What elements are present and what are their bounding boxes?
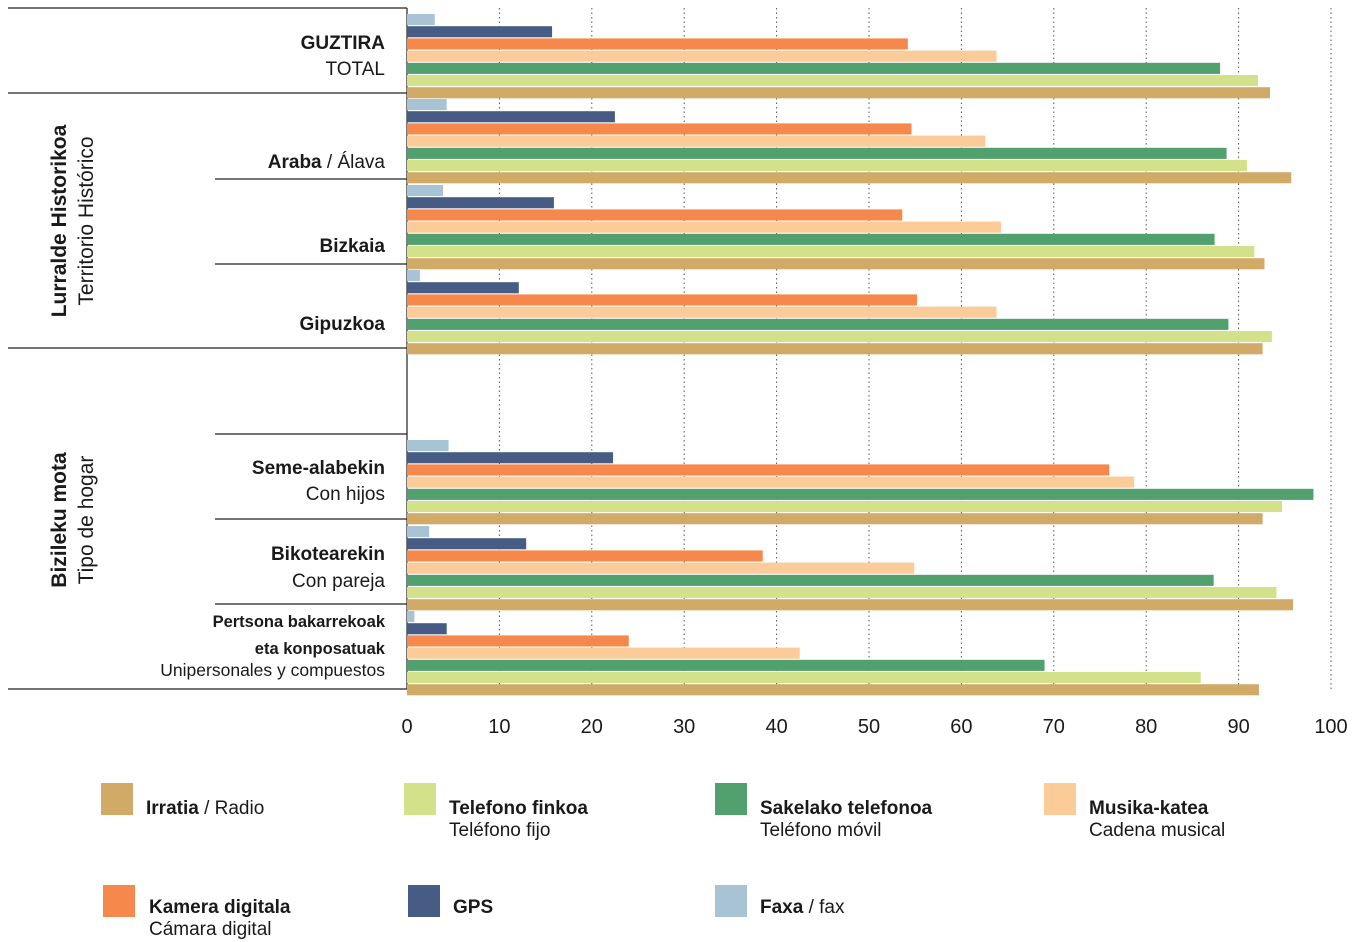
category-label-secondary: Unipersonales y compuestos [160,660,385,680]
bar-irratia-3 [407,343,1263,355]
bar-sakelako-telefonoa-2 [407,233,1215,245]
x-tick-label: 10 [488,716,510,738]
group-sublabel: Tipo de hogar [75,456,98,585]
bar-irratia-1 [407,172,1292,184]
x-tick-label: 60 [950,716,972,738]
x-tick-label: 90 [1227,716,1249,738]
bar-faxa-4 [407,440,449,452]
category-label: Seme-alabekin [252,458,385,479]
category-label-secondary: Con pareja [292,571,385,592]
x-tick-label: 50 [858,716,880,738]
bar-faxa-1 [407,99,447,111]
bar-gps-1 [407,111,615,123]
bar-faxa-2 [407,185,444,197]
bar-kamera-digitala-6 [407,635,629,647]
x-axis-ticks: 0 10 20 30 40 50 60 70 80 90 100 [401,716,1347,738]
bar-telefono-finkoa-3 [407,331,1272,343]
bar-sakelako-telefonoa-4 [407,488,1314,500]
bar-telefono-finkoa-2 [407,246,1255,258]
category-label-bold: Pertsona bakarrekoak [213,613,386,631]
category-label: Bikotearekin [271,544,385,565]
bar-kamera-digitala-4 [407,464,1110,476]
bar-kamera-digitala-0 [407,38,908,50]
category-label: Araba / Álava [268,152,386,173]
x-tick-label: 0 [401,716,412,738]
row-separators [8,7,407,690]
bar-kamera-digitala-1 [407,123,912,135]
category-label-bold: Seme-alabekin [252,458,385,479]
bar-sakelako-telefonoa-3 [407,318,1229,330]
category-label: GUZTIRA [301,33,386,54]
bar-sakelako-telefonoa-5 [407,574,1214,586]
x-tick-label: 70 [1043,716,1065,738]
x-tick-label: 40 [765,716,787,738]
category-label: Pertsona bakarrekoak [213,613,386,631]
bar-musika-katea-4 [407,476,1135,488]
category-label-secondary: Con hijos [306,484,385,505]
category-label-bold: Araba [268,152,322,173]
group-label: Bizileku mota [48,452,71,588]
bar-faxa-6 [407,611,415,623]
bar-musika-katea-6 [407,647,800,659]
bar-musika-katea-0 [407,50,997,62]
bar-faxa-3 [407,270,420,282]
group-sublabel: Territorio Histórico [75,136,98,305]
bar-musika-katea-3 [407,306,997,318]
bar-musika-katea-2 [407,221,1002,233]
bar-kamera-digitala-2 [407,209,903,221]
bar-telefono-finkoa-4 [407,501,1283,513]
bar-sakelako-telefonoa-1 [407,147,1227,159]
category-labels: GUZTIRA TOTAL Araba / Álava Bizkaia Gipuzkoa… [160,33,386,680]
category-label-normal: / Álava [322,152,386,173]
bar-gps-4 [407,452,614,464]
category-label-bold: Bizkaia [320,236,386,257]
bar-faxa-5 [407,526,430,538]
bars [407,14,1314,696]
group-label: Lurralde Historikoa [48,124,71,317]
bar-irratia-4 [407,513,1263,525]
category-label-bold: Bikotearekin [271,544,385,565]
category-label-bold-line2: eta konposatuak [255,640,386,658]
bar-telefono-finkoa-5 [407,587,1277,599]
bar-telefono-finkoa-6 [407,672,1201,684]
category-label: Gipuzkoa [299,314,385,335]
bar-musika-katea-1 [407,135,986,147]
x-tick-label: 100 [1314,716,1347,738]
bar-gps-0 [407,26,553,38]
bar-irratia-5 [407,599,1294,611]
group-labels: Lurralde Historikoa Territorio Histórico B… [48,124,98,587]
x-tick-label: 80 [1135,716,1157,738]
category-label-bold: Gipuzkoa [299,314,385,335]
category-label-bold: GUZTIRA [301,33,386,54]
x-tick-label: 30 [673,716,695,738]
category-label-secondary: TOTAL [326,59,385,80]
bar-telefono-finkoa-1 [407,160,1247,172]
bar-faxa-0 [407,14,435,26]
bar-kamera-digitala-3 [407,294,918,306]
bar-musika-katea-5 [407,562,915,574]
bar-sakelako-telefonoa-0 [407,62,1221,74]
bar-gps-5 [407,538,527,550]
bar-irratia-2 [407,258,1265,270]
bar-sakelako-telefonoa-6 [407,659,1045,671]
bar-gps-2 [407,197,554,209]
bar-kamera-digitala-5 [407,550,763,562]
category-label: Bizkaia [320,236,386,257]
bar-gps-6 [407,623,447,635]
bar-irratia-6 [407,684,1259,696]
bar-gps-3 [407,282,519,294]
bar-telefono-finkoa-0 [407,75,1259,87]
x-tick-label: 20 [581,716,603,738]
bar-irratia-0 [407,87,1271,99]
